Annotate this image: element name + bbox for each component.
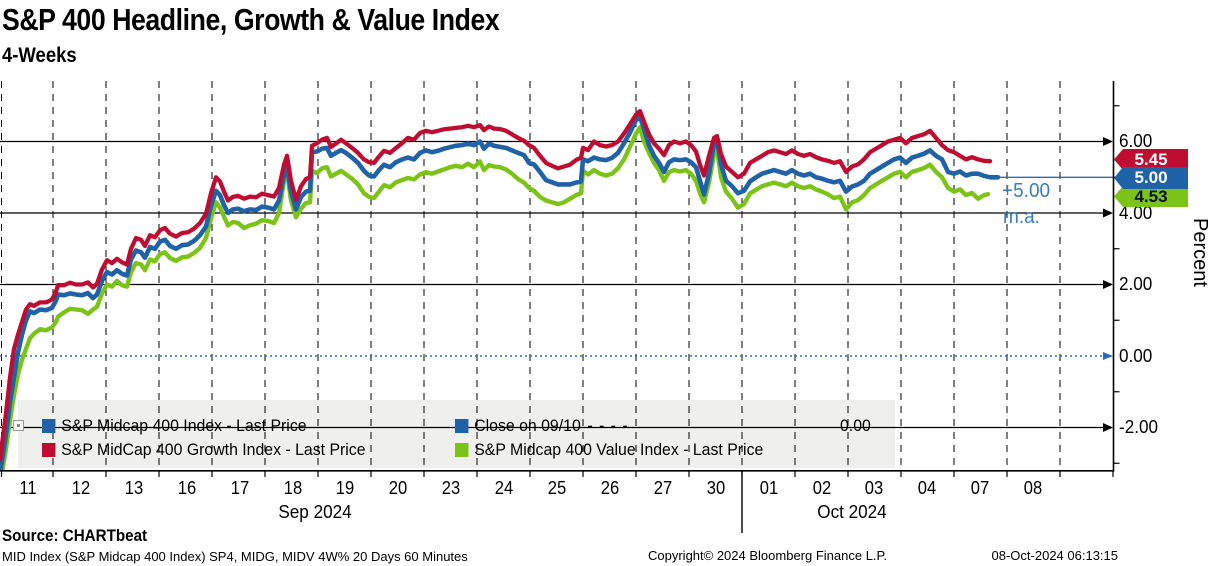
month-label-sep: Sep 2024 — [278, 502, 352, 522]
x-tick-label-26: 26 — [600, 478, 620, 498]
last-value-annotation: +5.00 — [1002, 180, 1051, 202]
series-lines — [0, 108, 1114, 471]
chart-description: MID Index (S&P Midcap 400 Index) SP4, MI… — [2, 549, 468, 564]
gridlines — [0, 81, 1113, 470]
legend-item-close-line[interactable]: Close on 09/10 - - - - — [455, 416, 629, 435]
tick-arrow-icon — [1103, 208, 1113, 218]
x-tick-label-02: 02 — [812, 478, 831, 498]
headline-swatch-icon — [42, 419, 56, 433]
tick-arrow-icon — [1103, 280, 1113, 289]
price-tag-value: 4.53 — [1114, 186, 1188, 207]
legend-item-growth[interactable]: S&P MidCap 400 Growth Index - Last Price — [42, 440, 366, 459]
x-tick-label-03: 03 — [865, 478, 884, 498]
copyright-text: Copyright© 2024 Bloomberg Finance L.P. — [648, 548, 888, 563]
x-tick-label-11: 11 — [19, 478, 37, 498]
page-title: S&P 400 Headline, Growth & Value Index — [2, 2, 500, 37]
source-label: Source: CHARTbeat — [2, 527, 148, 545]
x-tick-label-07: 07 — [970, 478, 990, 498]
legend-label: S&P Midcap 400 Value Index - Last Price — [474, 440, 764, 459]
series-value — [0, 124, 991, 471]
x-tick-label-23: 23 — [441, 478, 461, 498]
x-tick-label-20: 20 — [389, 478, 408, 498]
value-swatch-icon — [455, 443, 469, 457]
x-tick-label-08: 08 — [1023, 478, 1043, 498]
x-tick-label-17: 17 — [230, 478, 249, 498]
timestamp: 08-Oct-2024 06:13:15 — [991, 548, 1118, 563]
x-tick-label-27: 27 — [653, 478, 673, 498]
price-tag-growth: 5.45 — [1114, 149, 1188, 170]
legend-close-value: 0.00 — [840, 416, 871, 435]
x-tick-label-30: 30 — [706, 478, 725, 498]
price-tag-headline: 5.00 — [1114, 167, 1188, 189]
x-tick-label-16: 16 — [177, 478, 196, 498]
x-tick-label-18: 18 — [283, 478, 302, 498]
tick-arrow-icon — [1103, 137, 1113, 146]
close-line-swatch-icon — [455, 419, 469, 433]
y-axis-title: Percent — [1189, 218, 1211, 287]
legend-label: S&P Midcap 400 Index - Last Price — [61, 416, 307, 435]
legend-label: S&P MidCap 400 Growth Index - Last Price — [61, 440, 366, 459]
x-tick-label-24: 24 — [494, 478, 514, 498]
legend-item-headline[interactable]: S&P Midcap 400 Index - Last Price — [42, 416, 307, 435]
x-tick-label-19: 19 — [336, 478, 355, 498]
page-subtitle: 4-Weeks — [2, 44, 77, 67]
close-line-arrow-icon — [1103, 352, 1113, 360]
month-label-oct: Oct 2024 — [817, 502, 887, 522]
y-tick-label: 4.00 — [1119, 203, 1153, 223]
tick-arrow-icon — [1103, 423, 1113, 432]
x-tick-label-04: 04 — [918, 478, 937, 498]
legend-collapse-icon[interactable] — [13, 420, 24, 431]
y-tick-label: 0.00 — [1119, 346, 1153, 366]
moving-average-annotation: m.a. — [1003, 206, 1040, 228]
axes — [0, 81, 1120, 533]
x-tick-label-25: 25 — [547, 478, 567, 498]
y-tick-label: 6.00 — [1119, 131, 1153, 151]
x-tick-label-01: 01 — [759, 478, 778, 498]
y-tick-label: 2.00 — [1119, 274, 1153, 294]
legend-label: Close on 09/10 — [474, 416, 581, 435]
legend-item-value[interactable]: S&P Midcap 400 Value Index - Last Price — [455, 440, 764, 459]
series-headline — [0, 114, 1001, 471]
x-tick-label-12: 12 — [71, 478, 91, 498]
x-tick-label-13: 13 — [124, 478, 144, 498]
growth-swatch-icon — [42, 443, 56, 457]
y-tick-label: -2.00 — [1119, 417, 1158, 437]
series-growth — [0, 108, 993, 462]
dashed-line-sample: - - - - — [587, 416, 629, 435]
